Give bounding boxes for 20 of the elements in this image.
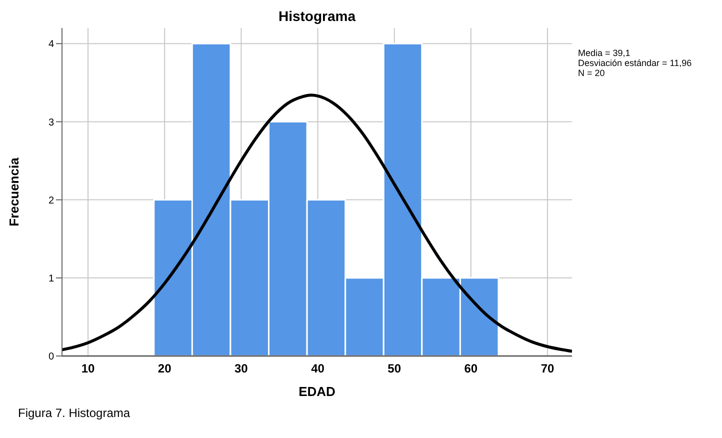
y-tick-label: 4 — [48, 39, 54, 50]
text: Media = 39,1 — [578, 48, 632, 58]
chart-title: Histograma — [277, 8, 357, 24]
y-tick-label: 1 — [48, 273, 54, 284]
y-tick-label: 0 — [48, 352, 54, 363]
x-tick-label: 30 — [234, 362, 248, 376]
y-tick-label: 3 — [48, 117, 54, 128]
text: N = 20 — [578, 68, 606, 78]
x-tick-label: 70 — [540, 362, 554, 376]
text: Desviación estándar = 11,96 — [578, 58, 692, 68]
y-axis-title: Frecuencia — [6, 156, 22, 226]
line-series — [62, 94, 572, 353]
x-tick-label: 20 — [158, 362, 172, 376]
x-axis-title: EDAD — [298, 384, 336, 399]
x-tick-label: 60 — [464, 362, 478, 376]
x-tick-label: 50 — [388, 362, 402, 376]
y-tick-label: 2 — [48, 195, 54, 206]
x-tick-label: 10 — [81, 362, 96, 376]
x-tick-label: 40 — [311, 362, 325, 376]
text: Figura 7. Histograma — [18, 406, 130, 420]
